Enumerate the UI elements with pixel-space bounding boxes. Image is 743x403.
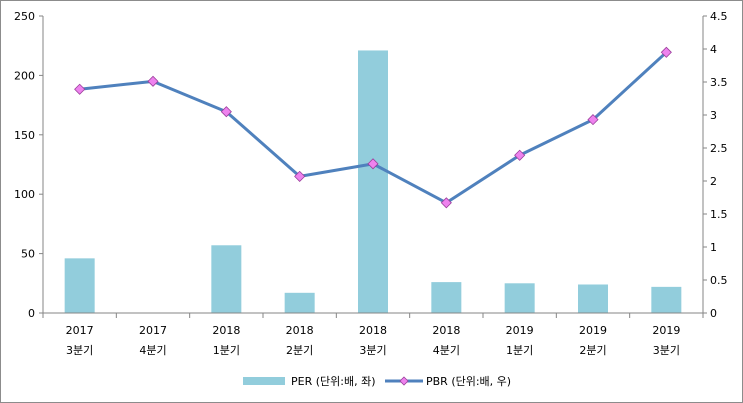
- y-left-tick-label: 200: [14, 69, 35, 82]
- y-left-tick-label: 50: [21, 248, 35, 261]
- x-tick-label-quarter: 4분기: [433, 344, 460, 357]
- y-right-tick-label: 1.5: [710, 208, 728, 221]
- per-bar: [651, 286, 682, 313]
- x-tick-label-quarter: 1분기: [213, 344, 240, 357]
- x-tick-label-quarter: 3분기: [66, 344, 93, 357]
- x-tick-label-year: 2018: [359, 324, 387, 337]
- per-bar: [578, 284, 608, 313]
- x-tick-label-quarter: 2분기: [579, 344, 606, 357]
- pbr-point: [147, 75, 159, 87]
- y-left-tick-label: 0: [28, 307, 35, 320]
- legend-pbr-marker: [399, 376, 409, 386]
- legend-per-swatch: [243, 377, 285, 385]
- x-tick-label-year: 2017: [139, 324, 167, 337]
- y-right-tick-label: 0: [710, 307, 717, 320]
- per-bar: [64, 258, 95, 313]
- pbr-point: [294, 170, 306, 182]
- x-tick-label-year: 2019: [579, 324, 607, 337]
- pbr-point: [660, 46, 672, 58]
- y-right-tick-label: 2: [710, 175, 717, 188]
- y-right-tick-label: 4.5: [710, 10, 728, 23]
- x-tick-label-quarter: 4분기: [139, 344, 166, 357]
- pbr-point: [74, 83, 86, 95]
- axis-labels: 0 50 100 150 200 250 0 0.5 1 1.5 2 2.5 3 3.5 4 4.5 2017 3…: [14, 10, 728, 357]
- x-tick-label-year: 2018: [212, 324, 240, 337]
- y-left-tick-label: 150: [14, 129, 35, 142]
- per-bar: [211, 245, 242, 313]
- legend-per-label: PER (단위:배, 좌): [291, 375, 376, 388]
- pbr-line: [74, 46, 672, 209]
- x-tick-label-quarter: 3분기: [653, 344, 680, 357]
- per-bar: [504, 283, 535, 313]
- pbr-point: [367, 158, 379, 170]
- x-tick-label-year: 2019: [652, 324, 680, 337]
- pbr-point: [440, 197, 452, 209]
- per-bar: [431, 282, 462, 313]
- y-left-tick-label: 250: [14, 10, 35, 23]
- y-right-tick-label: 1: [710, 241, 717, 254]
- pbr-point: [220, 106, 232, 118]
- per-bar: [284, 292, 315, 313]
- x-tick-label-year: 2019: [506, 324, 534, 337]
- x-tick-label-year: 2018: [286, 324, 314, 337]
- x-tick-label-year: 2018: [432, 324, 460, 337]
- pbr-point: [587, 114, 599, 126]
- y-right-tick-label: 2.5: [710, 142, 728, 155]
- y-left-tick-label: 100: [14, 188, 35, 201]
- legend: PER (단위:배, 좌) PBR (단위:배, 우): [243, 375, 511, 388]
- y-right-tick-label: 0.5: [710, 274, 728, 287]
- x-tick-label-quarter: 2분기: [286, 344, 313, 357]
- pbr-point: [514, 149, 526, 161]
- y-right-tick-label: 3.5: [710, 76, 728, 89]
- y-right-tick-label: 4: [710, 43, 717, 56]
- x-tick-label-quarter: 3분기: [359, 344, 386, 357]
- y-right-tick-label: 3: [710, 109, 717, 122]
- per-bar: [358, 50, 388, 314]
- chart-axes: [39, 15, 707, 318]
- legend-pbr-label: PBR (단위:배, 우): [426, 375, 511, 388]
- x-tick-label-quarter: 1분기: [506, 344, 533, 357]
- x-tick-label-year: 2017: [66, 324, 94, 337]
- per-bars: [64, 50, 682, 314]
